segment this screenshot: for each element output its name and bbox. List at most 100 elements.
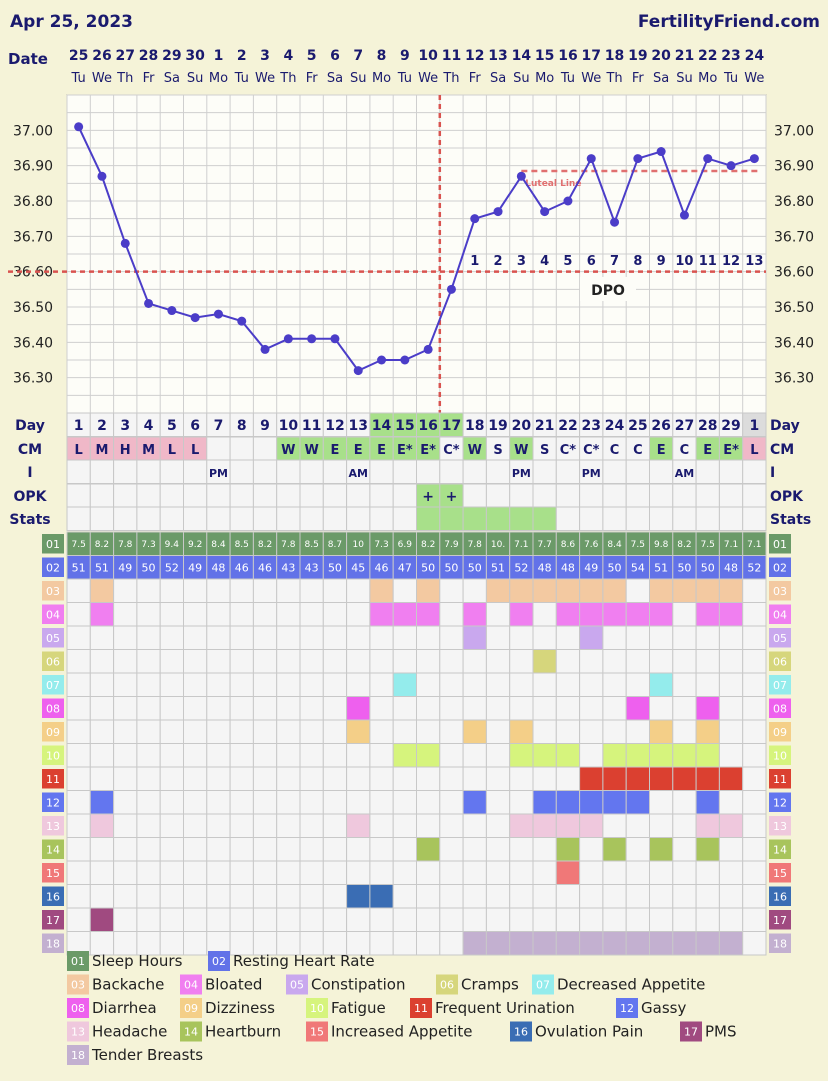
symptom-cell (66, 578, 91, 603)
sleep-hours-value: 8.2 (421, 540, 435, 550)
symptom-number-left: 10 (46, 750, 60, 763)
symptom-cell (695, 860, 720, 885)
stats-cell (718, 506, 744, 531)
symptom-cell (89, 649, 115, 674)
symptom-cell (183, 719, 208, 744)
symptom-cell (672, 625, 697, 650)
stats-cell (136, 506, 161, 531)
symptom-cell-marked (555, 602, 581, 627)
weekday-label: Tu (560, 71, 575, 86)
cycle-day-number: 23 (582, 418, 601, 434)
symptom-cell-marked (579, 602, 604, 627)
cervical-mucus-value: S (540, 443, 549, 458)
symptom-cell (602, 672, 627, 697)
symptom-cell (299, 649, 324, 674)
symptom-cell-marked (509, 578, 534, 603)
symptom-cell-marked (602, 766, 627, 791)
symptom-cell (322, 719, 348, 744)
symptom-cell (485, 860, 511, 885)
symptom-number-right: 03 (773, 585, 787, 598)
y-tick-left: 36.70 (13, 229, 53, 245)
legend-label: Gassy (641, 999, 686, 1017)
intercourse-cell (252, 459, 278, 484)
symptom-cell (695, 625, 720, 650)
cervical-mucus-value: E (703, 443, 712, 458)
symptom-cell-marked (602, 931, 627, 956)
symptom-cell (509, 860, 534, 885)
symptom-cell (183, 907, 208, 932)
temperature-point (400, 355, 410, 365)
symptom-cell (136, 602, 161, 627)
symptom-cell (416, 884, 441, 909)
date-label: 16 (558, 48, 577, 64)
stats-cell (276, 506, 301, 531)
symptom-cell (509, 837, 534, 862)
symptom-cell (113, 602, 138, 627)
symptom-cell (742, 743, 767, 768)
stats-cell (649, 506, 674, 531)
sleep-hours-value: 7.8 (281, 540, 296, 550)
legend-swatch (180, 998, 202, 1018)
symptom-cell (672, 672, 697, 697)
symptom-cell (183, 672, 208, 697)
symptom-cell (113, 860, 138, 885)
symptom-number-right: 09 (773, 726, 787, 739)
temperature-point (610, 217, 620, 227)
symptom-cell (532, 696, 557, 721)
symptom-cell-marked (649, 766, 674, 791)
symptom-cell (416, 696, 441, 721)
symptom-cell (579, 884, 604, 909)
opk-result: + (446, 489, 458, 505)
stats-cell (439, 506, 464, 531)
resting-hr-value: 50 (328, 562, 342, 575)
intercourse-cell (695, 459, 720, 484)
symptom-cell-marked (89, 813, 115, 838)
symptom-cell (299, 766, 324, 791)
sleep-hours-value: 7.3 (374, 540, 388, 550)
symptom-cell (602, 649, 627, 674)
symptom-cell (649, 860, 674, 885)
symptom-cell (532, 837, 557, 862)
cycle-day-number: 24 (605, 418, 625, 434)
temperature-point (726, 161, 736, 171)
symptom-cell (369, 696, 394, 721)
legend-number: 01 (71, 955, 85, 968)
symptom-cell (159, 602, 184, 627)
legend-label: Frequent Urination (435, 999, 575, 1017)
row-label-left: CM (18, 442, 42, 458)
legend-number: 07 (536, 979, 550, 992)
resting-hr-value: 46 (258, 562, 272, 575)
symptom-cell (369, 790, 394, 815)
symptom-cell (159, 743, 184, 768)
symptom-cell (369, 649, 394, 674)
symptom-cell (625, 672, 651, 697)
symptom-cell (416, 649, 441, 674)
cycle-day-number: 20 (512, 418, 532, 434)
symptom-cell-marked (89, 578, 115, 603)
symptom-cell-marked (649, 672, 674, 697)
symptom-cell (485, 884, 511, 909)
opk-cell (742, 483, 767, 508)
symptom-cell (159, 907, 184, 932)
symptom-cell (276, 719, 301, 744)
cervical-mucus-value: L (75, 443, 83, 458)
symptom-cell-marked (625, 766, 651, 791)
symptom-cell (346, 766, 371, 791)
weekday-label: We (92, 71, 112, 86)
symptom-cell (113, 837, 138, 862)
resting-hr-value: 51 (72, 562, 86, 575)
symptom-cell (439, 719, 464, 744)
symptom-cell-marked (649, 578, 674, 603)
weekday-label: Sa (490, 71, 506, 86)
symptom-cell (602, 884, 627, 909)
symptom-cell (625, 837, 651, 862)
weekday-label: We (418, 71, 438, 86)
symptom-cell (276, 907, 301, 932)
symptom-cell (369, 837, 394, 862)
symptom-cell (322, 907, 348, 932)
symptom-number-badge-right (769, 769, 791, 789)
dpo-number: 13 (745, 254, 763, 269)
cervical-mucus-value: M (142, 443, 155, 458)
symptom-number-left: 03 (46, 585, 60, 598)
symptom-cell (392, 884, 418, 909)
